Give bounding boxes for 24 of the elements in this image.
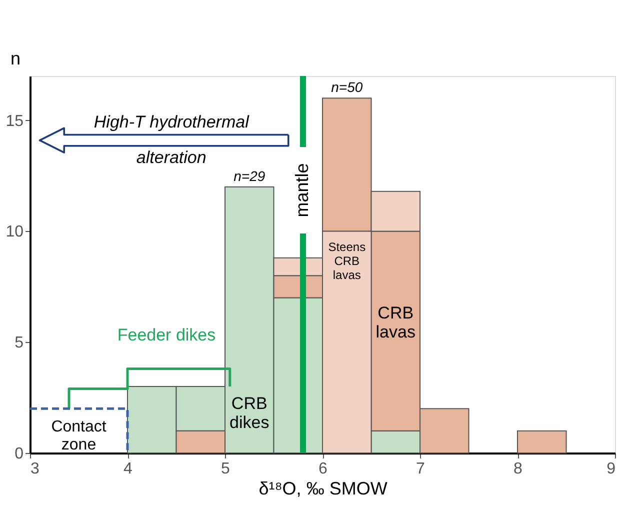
x-tick-label: 5 — [221, 460, 230, 478]
x-tick-label: 8 — [514, 460, 523, 478]
series-label: Contact zone — [51, 418, 107, 454]
series-label: Steens CRB lavas — [328, 240, 366, 282]
series-label: Feeder dikes — [117, 325, 216, 344]
x-tick-label: 4 — [124, 460, 133, 478]
x-tick-label: 6 — [318, 460, 328, 478]
x-tick-label: 3 — [30, 460, 40, 478]
annotation: High-T hydrothermal — [94, 112, 250, 132]
annotation: n=29 — [234, 168, 266, 184]
x-tick-label: 9 — [606, 460, 616, 478]
ref-line-label: mantle — [292, 163, 312, 218]
y-axis-title: n — [10, 48, 21, 68]
y-tick-label: 0 — [14, 446, 24, 462]
y-tick-label: 5 — [14, 334, 24, 352]
x-tick-label: 7 — [416, 460, 426, 478]
annotation: n=50 — [331, 79, 363, 96]
series-label: CRB lavas — [376, 303, 416, 342]
y-tick-label: 10 — [6, 224, 24, 241]
series-label: CRB dikes — [230, 394, 270, 432]
annotation: alteration — [136, 148, 206, 168]
x-axis-title: δ¹⁸O, ‰ SMOW — [258, 478, 388, 498]
line-series — [68, 367, 232, 410]
y-tick-label: 15 — [6, 112, 24, 130]
